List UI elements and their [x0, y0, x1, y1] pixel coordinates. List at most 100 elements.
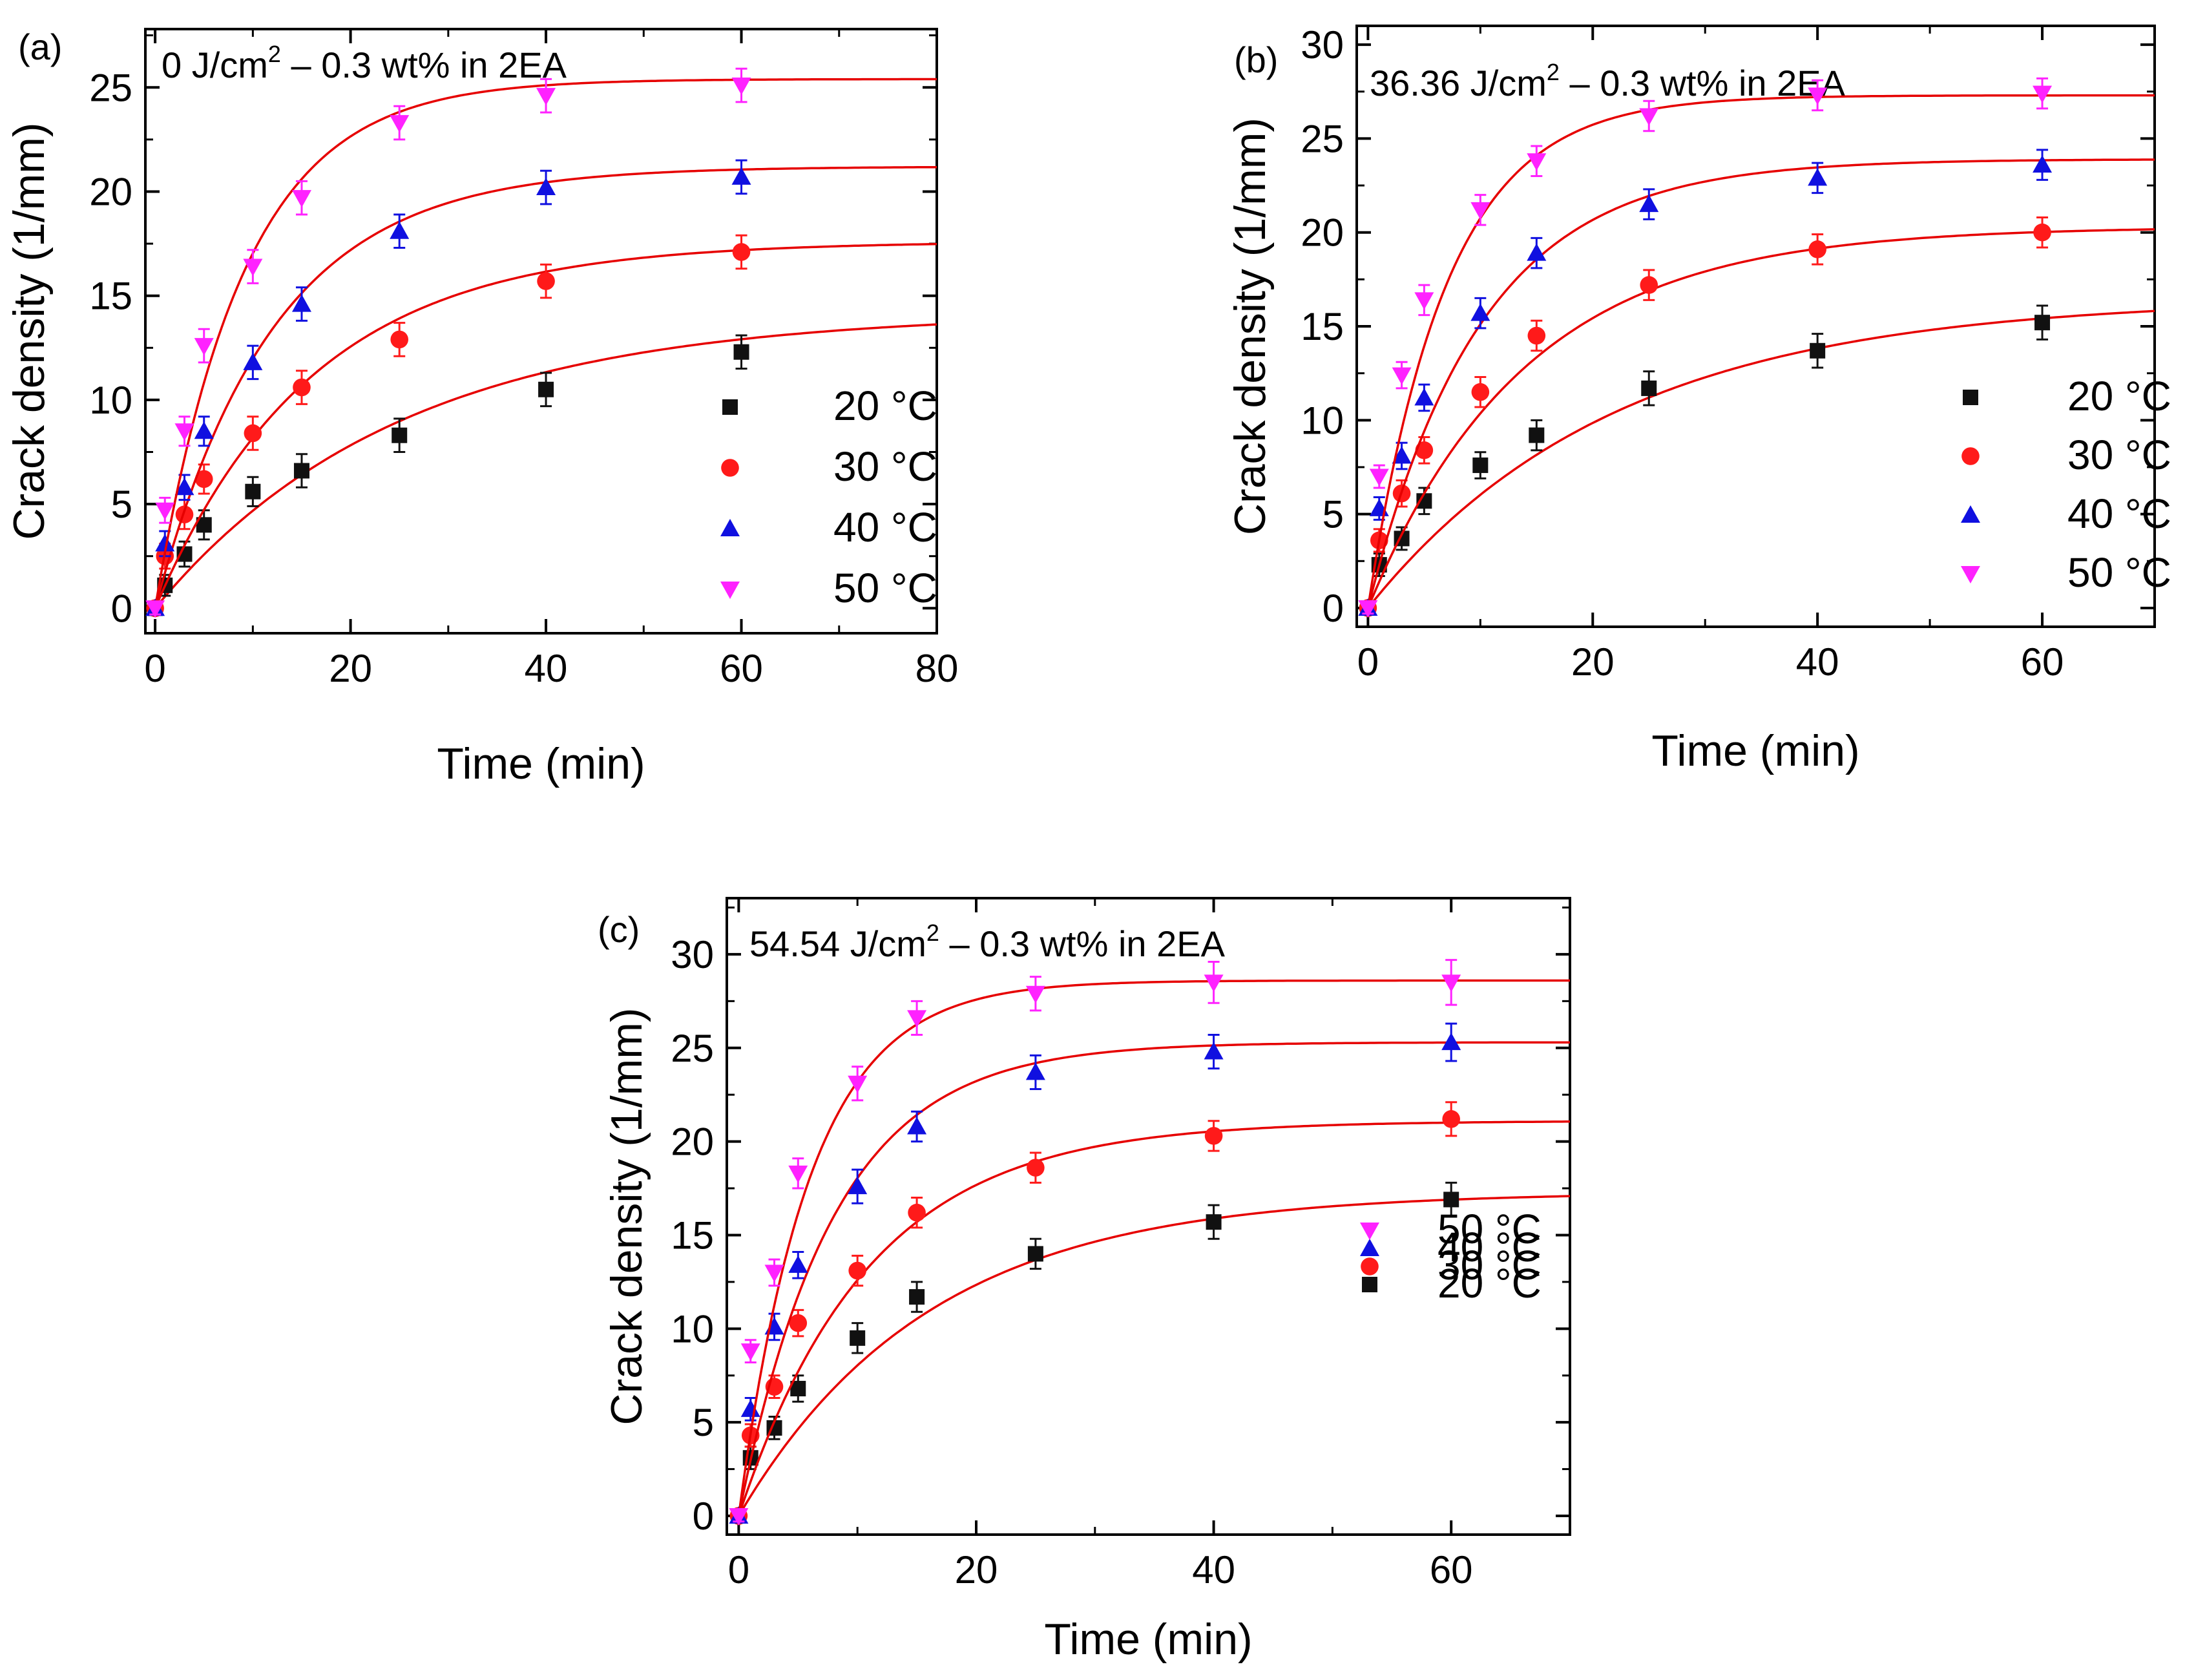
panel-b-series-50-point [1639, 108, 1659, 126]
panel-a-ytick-label: 5 [111, 483, 132, 526]
panel-a-series-30-point [732, 243, 751, 261]
panel-a-legend-label-20: 20 °C [833, 383, 937, 429]
panel-c-series-50-point [1441, 974, 1461, 992]
panel-b-series-20-fit-line [1367, 310, 2155, 609]
panel-b-legend-marker-30 [1961, 447, 1980, 465]
panel-c-ytick-label: 15 [671, 1213, 714, 1257]
panel-b-series-20-point [1641, 380, 1657, 396]
panel-c-series-40-fit-line [737, 1041, 1570, 1517]
panel-c-series-50-point [848, 1075, 868, 1093]
panel-a-series-20 [147, 323, 937, 616]
panel-b-legend-label-20: 20 °C [2067, 373, 2171, 419]
panel-a-ytick-label: 0 [111, 587, 132, 630]
panel-c-legend-label-30: 30 °C [1438, 1242, 1542, 1288]
panel-b-xtick-label: 60 [2021, 640, 2064, 684]
panel-a-series-50 [145, 67, 937, 618]
panel-c-legend-marker-30 [1361, 1257, 1379, 1276]
panel-b-ytick-label: 5 [1322, 493, 1344, 536]
panel-c-series-50-point [729, 1508, 749, 1526]
panel-b-series-40-point [1639, 194, 1659, 213]
panel-b-ytick-label: 25 [1301, 117, 1344, 160]
panel-b-series-20-point [2034, 315, 2051, 331]
panel-a-plot: 0 20 40 60 80 0 5 10 15 20 25 Time (min) Crack densi… [5, 28, 958, 788]
panel-c-series-40-point [848, 1177, 868, 1195]
panel-c-legend-label-40: 40 °C [1438, 1224, 1542, 1270]
panel-c-letter: (c) [598, 909, 640, 950]
panel-b-series-30-point [1527, 326, 1546, 345]
panel-c-series-50-point [764, 1265, 784, 1283]
panel-a-series-30-point [244, 424, 262, 443]
panel-b-series-40-point [2033, 155, 2053, 173]
panel-c-legend-label-50: 50 °C [1438, 1206, 1542, 1252]
panel-c-ytick-label: 0 [693, 1495, 714, 1538]
panel-c-series-20-point [850, 1330, 866, 1346]
panel-b-series-50-point [1414, 292, 1434, 310]
panel-c-series-30 [729, 1101, 1570, 1525]
panel-c-legend-marker-20 [1362, 1277, 1377, 1292]
panel-b-series-50-point [1808, 87, 1828, 105]
panel-b-legend-marker-20 [1963, 390, 1978, 405]
panel-a-legend-label-40: 40 °C [833, 504, 937, 551]
panel-c-series-40-point [1441, 1033, 1461, 1051]
panel-b-series-50-point [1470, 202, 1490, 220]
panel-b-series-30-point [2033, 223, 2051, 242]
panel-c-xtick-label: 0 [728, 1548, 749, 1591]
panel-c: (c) 0 20 40 60 0 5 10 15 20 25 30 Time (min) Crack d… [598, 897, 1571, 1664]
panel-c-series-20-point [1206, 1214, 1222, 1230]
panel-c-series-20-point [1443, 1192, 1459, 1208]
panel-a-legend-label-30: 30 °C [833, 443, 937, 490]
panel-a-series-30-point [175, 505, 194, 524]
panel-a-series-20-point [293, 463, 309, 479]
panel-c-series-30-point [1442, 1110, 1460, 1128]
panel-a-series-40-point [291, 294, 311, 312]
panel-a-series-50-point [155, 502, 175, 520]
panel-a-series-50-fit-line [154, 78, 937, 609]
panel-b-legend-label-40: 40 °C [2067, 490, 2171, 537]
panel-b-series-40-point [1414, 388, 1434, 406]
panel-c-title-sup: 2 [926, 919, 939, 946]
panel-c-ytick-label: 5 [693, 1401, 714, 1444]
panel-b-legend-marker-40 [1961, 505, 1980, 523]
panel-b-series-30-point [1808, 240, 1826, 258]
panel-c-series-40-point [1025, 1062, 1045, 1080]
panel-a-legend-marker-40 [720, 519, 740, 536]
panel-a-title-sup: 2 [268, 41, 281, 67]
panel-a-series-50-point [536, 88, 556, 106]
panel-a-series-30-point [537, 272, 555, 290]
panel-b-xlabel: Time (min) [1651, 726, 1859, 775]
panel-b-series-50-point [1369, 468, 1389, 487]
panel-b-title: 36.36 J/cm2 – 0.3 wt% in 2EA [1370, 59, 1846, 103]
panel-a-series-40-point [155, 534, 175, 552]
panel-c-series-50-fit-line [737, 979, 1570, 1517]
panel-a-series-50-point [243, 258, 263, 277]
panel-c-series-50-point [907, 1010, 927, 1028]
panel-c-series-30-point [789, 1314, 808, 1332]
panel-a-xtick-label: 40 [525, 647, 568, 690]
panel-c-xlabel: Time (min) [1044, 1615, 1252, 1664]
panel-a-series-50-point [731, 78, 751, 96]
panel-c-title-rest: – 0.3 wt% in 2EA [939, 923, 1226, 964]
panel-b-series-50-point [2033, 85, 2053, 103]
panel-c-title-main: 54.54 J/cm [749, 923, 926, 964]
panel-b-series-40 [1358, 149, 2155, 616]
panel-c-legend-label-20: 20 °C [1438, 1260, 1542, 1307]
panel-a-xtick-label: 0 [144, 647, 165, 690]
panel-a-series-30-point [390, 330, 409, 349]
panel-b-series-30 [1359, 216, 2155, 617]
panel-a-series-40-point [731, 167, 751, 185]
panel-b-series-50-point [1358, 600, 1378, 618]
panel-b-series-50-point [1392, 367, 1412, 385]
panel-b-series-30-point [1640, 276, 1658, 294]
panel-c-series-40-point [740, 1399, 760, 1417]
panel-b-series-20-point [1810, 342, 1826, 359]
panel-b-series-20-point [1529, 427, 1545, 443]
panel-a-title: 0 J/cm2 – 0.3 wt% in 2EA [162, 41, 567, 85]
panel-a-letter: (a) [18, 26, 62, 67]
panel-b-series-40-point [1808, 168, 1828, 186]
panel-c-series-50-point [740, 1343, 760, 1361]
panel-b-ylabel: Crack density (1/mm) [1226, 118, 1275, 535]
panel-a-series-40-point [243, 352, 263, 370]
panel-c-xtick-label: 20 [955, 1548, 998, 1591]
panel-a-ytick-label: 10 [89, 379, 132, 422]
panel-c-ytick-label: 25 [671, 1027, 714, 1070]
